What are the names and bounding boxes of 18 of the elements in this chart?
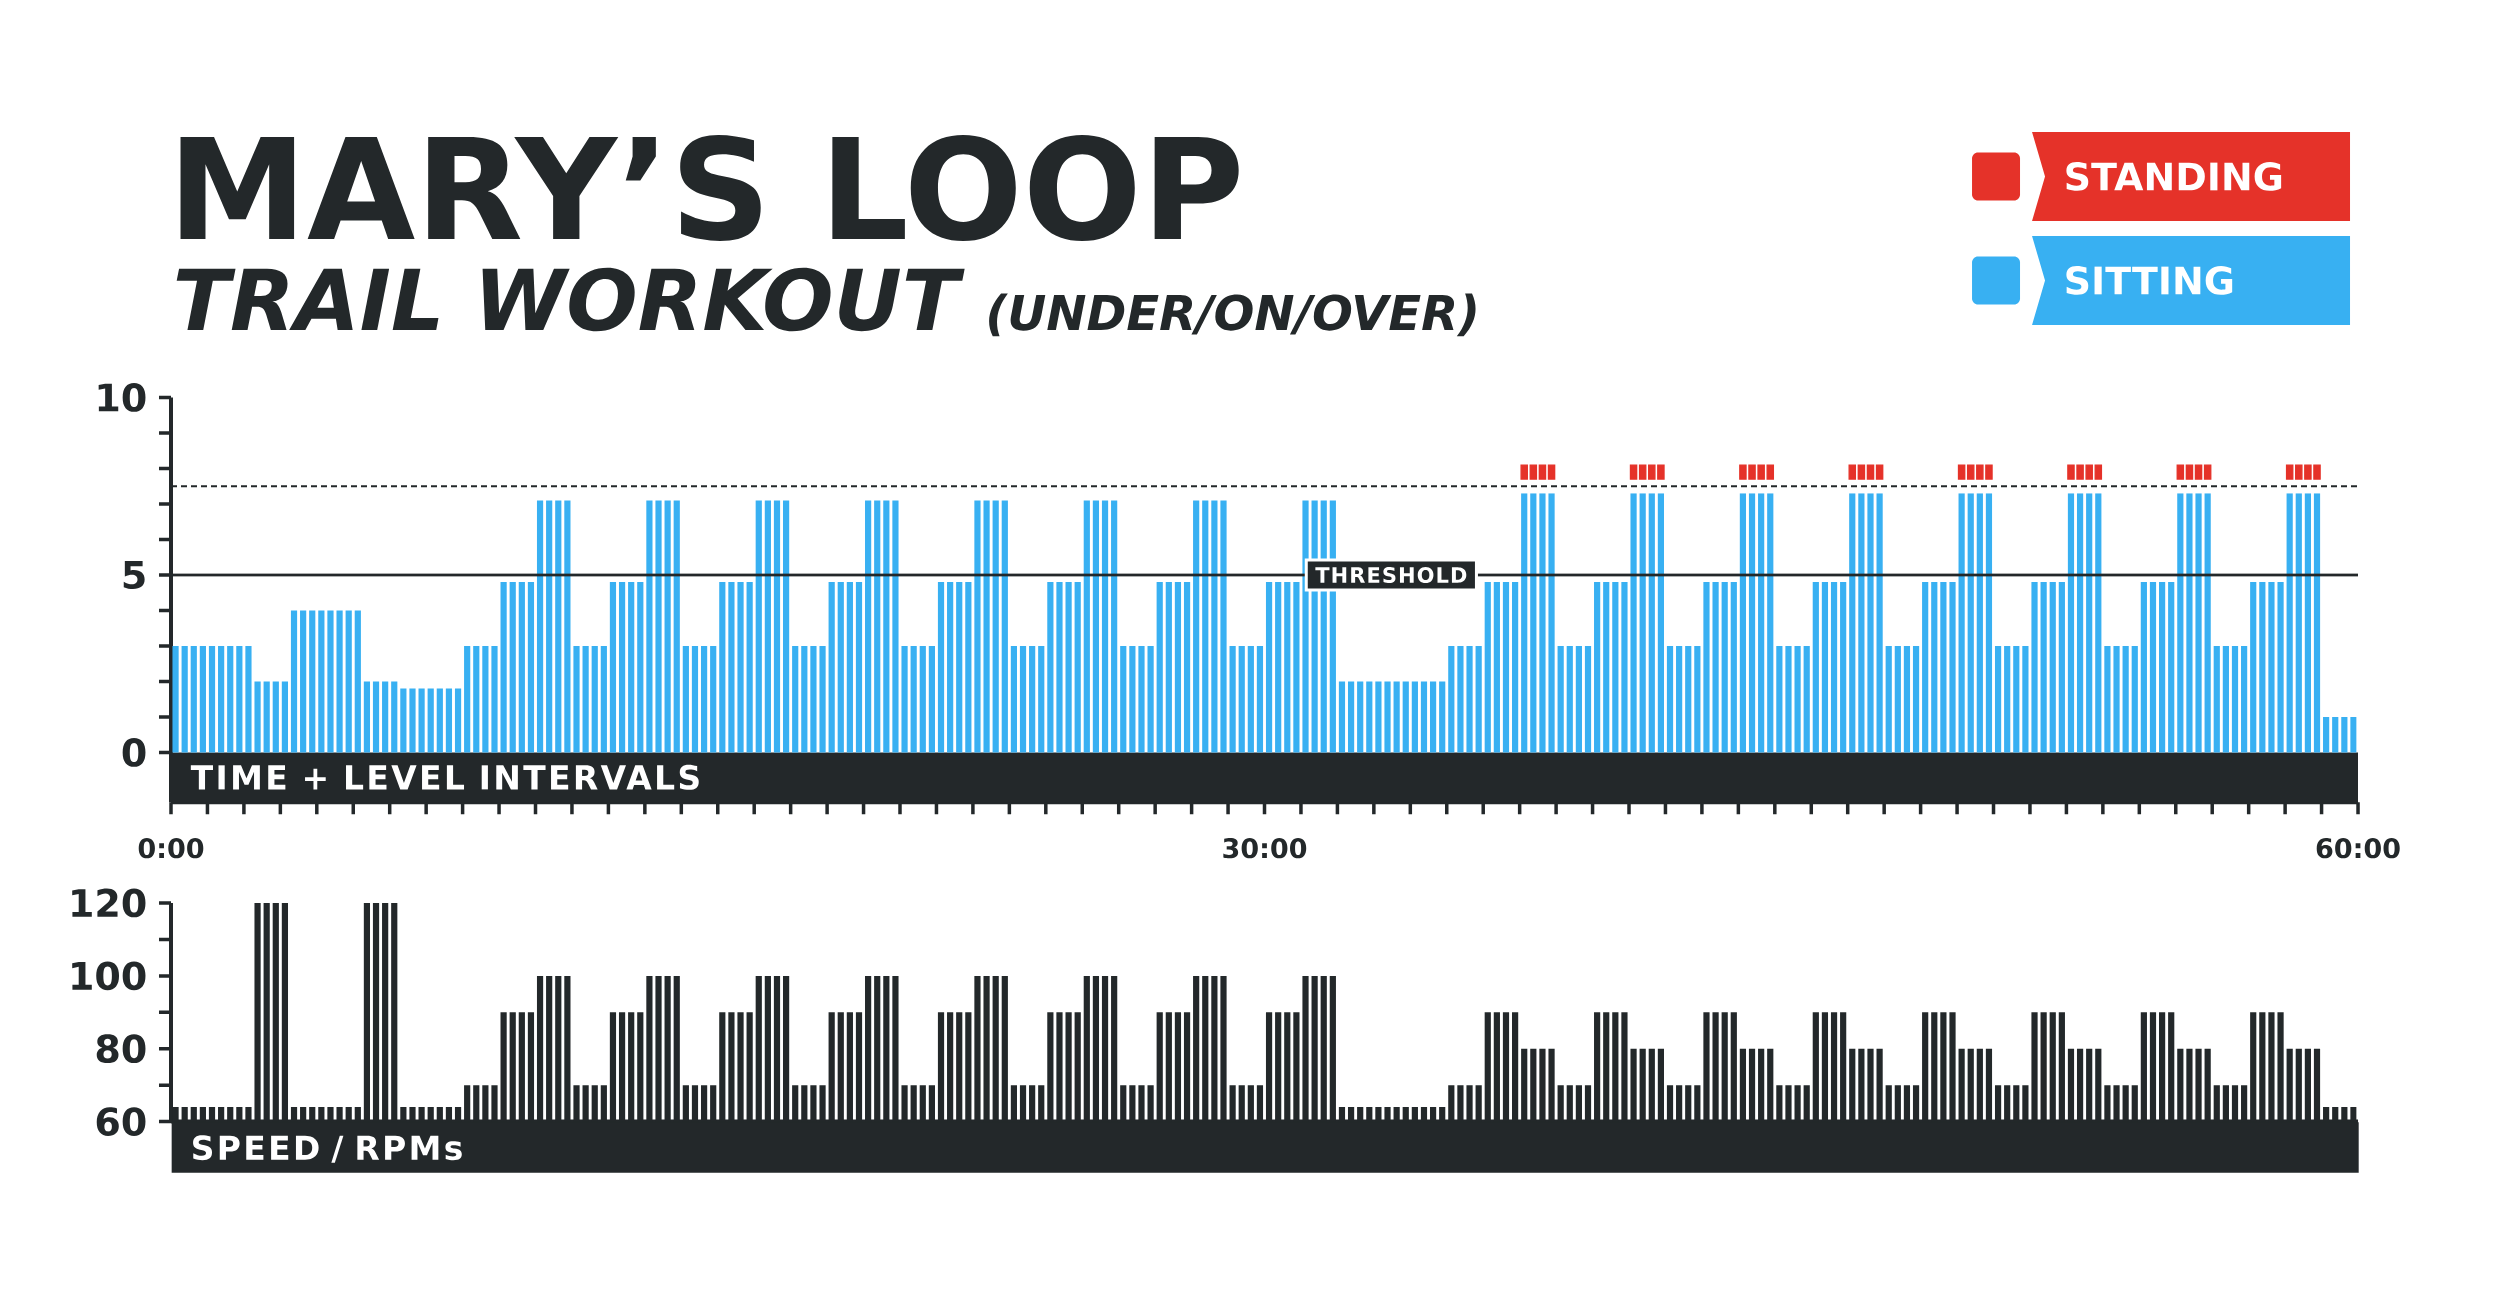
x-axis-title: SPEED / RPMs xyxy=(193,1135,462,1163)
y-tick-label: 120 xyxy=(72,888,146,918)
legend-label: SITTING xyxy=(2066,266,2233,295)
y-tick-label: 80 xyxy=(96,1034,146,1064)
y-tick-label: 5 xyxy=(123,560,145,590)
legend-label: STANDING xyxy=(2066,162,2282,191)
ref-line-label: THRESHOLD xyxy=(1315,567,1467,583)
text: (UNDER/ON/OVER) xyxy=(989,293,1476,337)
x-tick-label: 60:00 xyxy=(2316,837,2400,859)
y-tick-label: 100 xyxy=(72,961,146,991)
x-tick-label: 30:00 xyxy=(1223,837,1307,859)
chart-title: MARY’S LOOP xyxy=(180,135,1239,241)
x-axis-title: TIME + LEVEL INTERVALS xyxy=(190,764,699,790)
x-tick-label: 0:00 xyxy=(138,837,204,859)
y-tick-label: 0 xyxy=(122,738,146,767)
chart-subtitle: TRAIL WORKOUT xyxy=(176,267,965,332)
y-tick-label: 60 xyxy=(96,1107,146,1136)
y-tick-label: 10 xyxy=(98,383,146,412)
